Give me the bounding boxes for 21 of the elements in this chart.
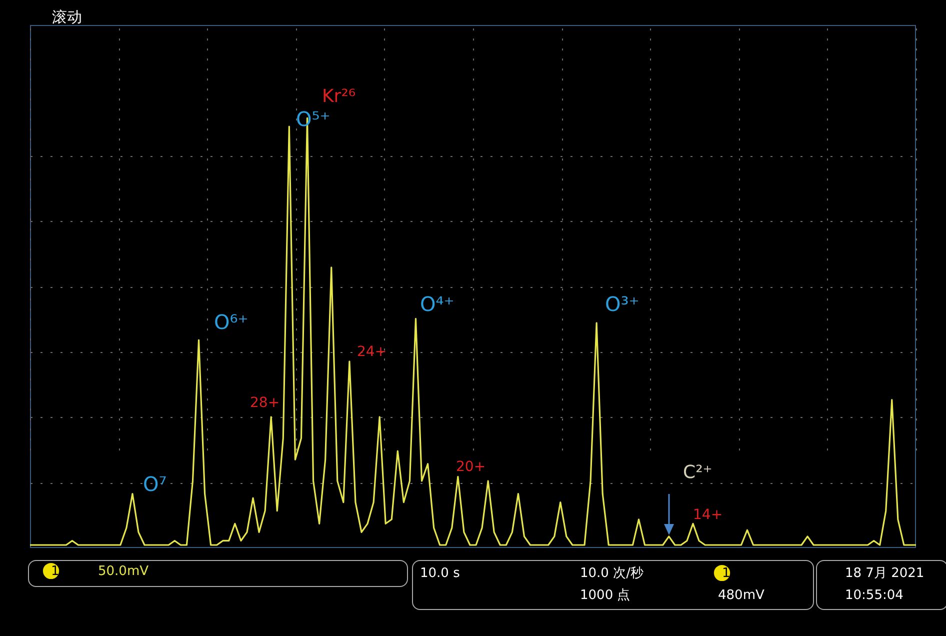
annotation: 24+ [357,344,387,360]
annotation: 28+ [250,395,280,411]
text: 10:55:04 [845,588,904,603]
text: 1 [51,564,60,579]
annotation: 14+ [693,507,723,523]
annotation: O⁴⁺ [420,292,454,316]
annotation: O³⁺ [605,292,640,316]
text: 1000 点 [580,588,630,603]
text: 18 7月 2021 [845,566,924,581]
text: 1 [722,566,730,581]
annotation: O⁷ [143,472,167,496]
text: 10.0 s [420,566,460,581]
annotation: O⁵⁺ [296,107,330,131]
text: 滚动 [52,8,82,26]
text: 50.0mV [98,564,149,579]
text: 480mV [718,588,764,603]
text: 10.0 次/秒 [580,566,644,581]
text: Kr²⁶ [322,86,356,107]
annotation: C²⁺ [683,462,712,483]
annotation: 20+ [456,459,486,475]
annotation: O⁶⁺ [214,310,248,334]
